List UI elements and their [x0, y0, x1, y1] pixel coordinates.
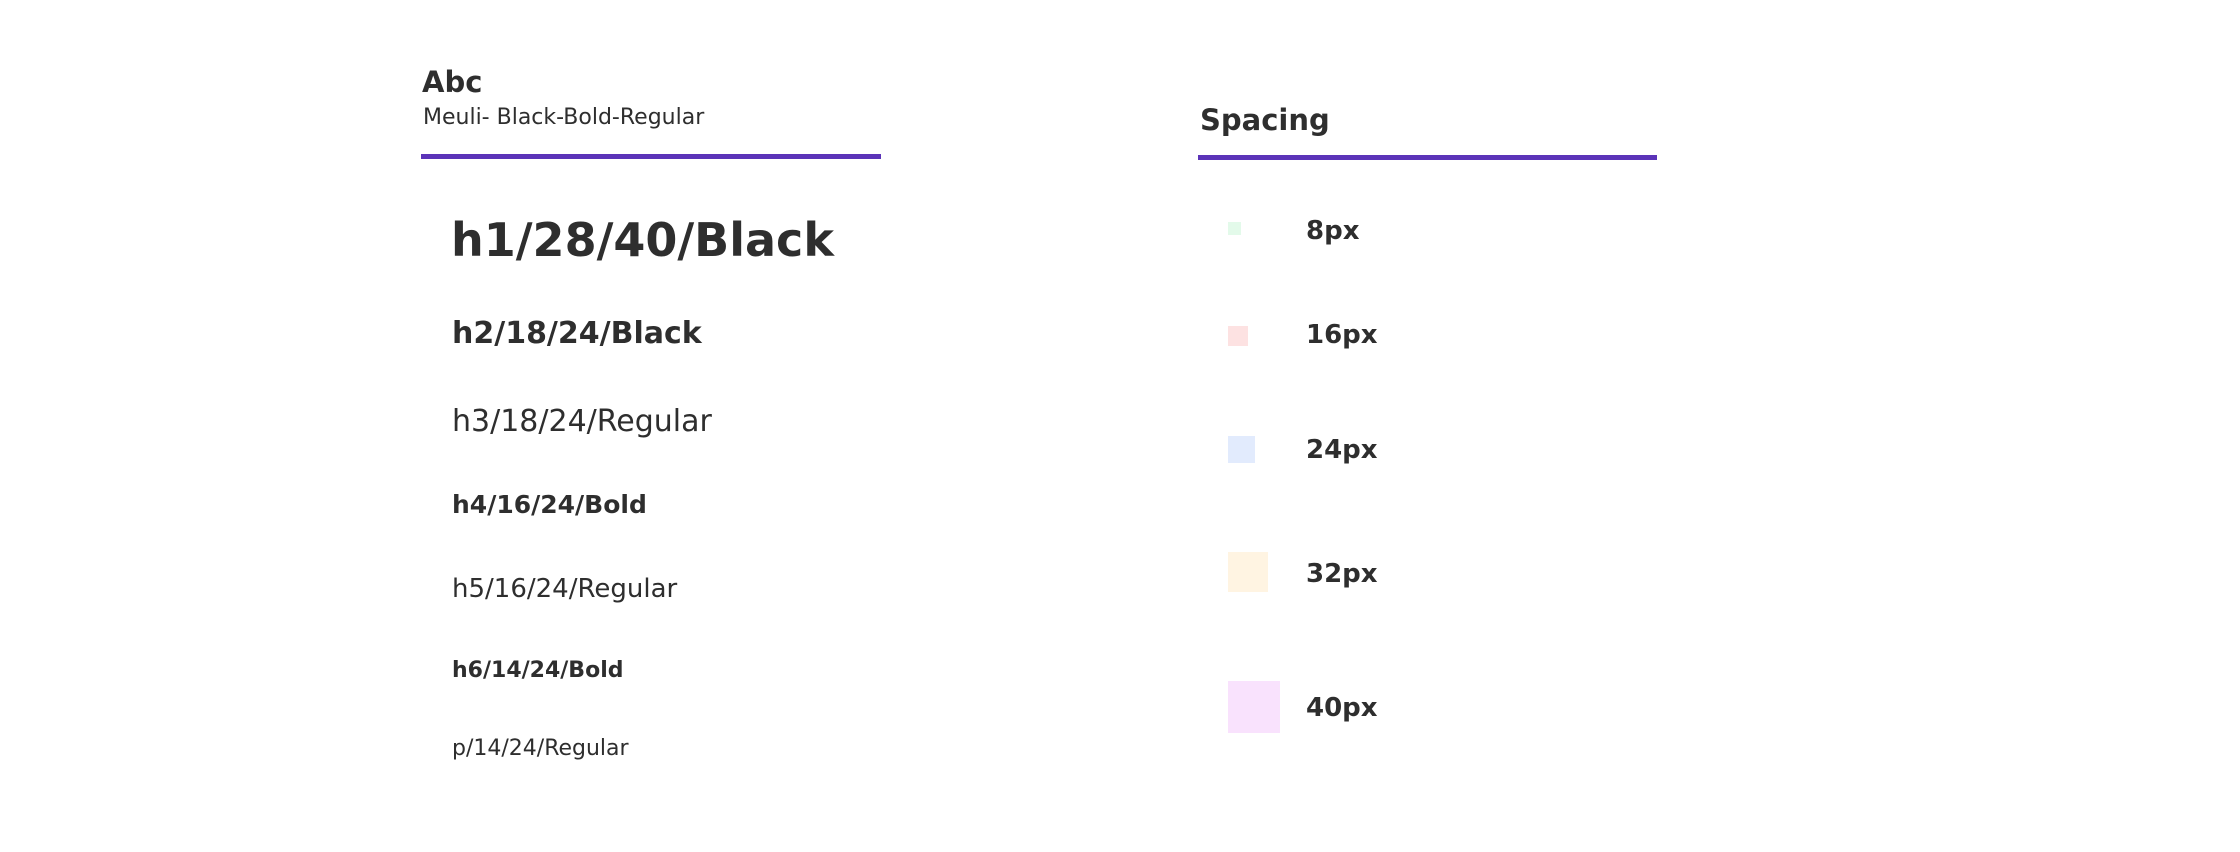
type-style-paragraph: p/14/24/Regular: [452, 736, 629, 761]
spacing-label-32: 32px: [1306, 559, 1378, 589]
spacing-swatch-16: [1228, 326, 1248, 346]
spacing-label-16: 16px: [1306, 320, 1378, 350]
spacing-label-40: 40px: [1306, 693, 1378, 723]
spacing-label-24: 24px: [1306, 435, 1378, 465]
spacing-swatch-24: [1228, 436, 1255, 463]
type-style-h2: h2/18/24/Black: [452, 316, 702, 351]
type-style-h1: h1/28/40/Black: [451, 213, 834, 267]
spacing-divider: [1198, 155, 1657, 160]
typography-subtitle: Meuli- Black-Bold-Regular: [423, 105, 705, 130]
spacing-swatch-40: [1228, 681, 1280, 733]
type-style-h4: h4/16/24/Bold: [452, 490, 647, 519]
spacing-swatch-32: [1228, 552, 1268, 592]
type-style-h3: h3/18/24/Regular: [452, 404, 712, 439]
spacing-swatch-8: [1228, 222, 1241, 235]
type-style-h5: h5/16/24/Regular: [452, 574, 678, 604]
type-style-h6: h6/14/24/Bold: [452, 658, 624, 683]
typography-divider: [421, 154, 881, 159]
spacing-title: Spacing: [1200, 103, 1330, 137]
spacing-label-8: 8px: [1306, 216, 1360, 246]
typography-title: Abc: [422, 65, 483, 99]
